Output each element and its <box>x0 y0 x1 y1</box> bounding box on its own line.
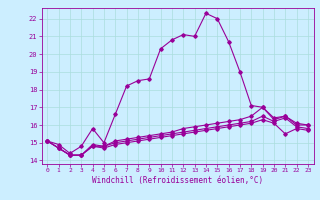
X-axis label: Windchill (Refroidissement éolien,°C): Windchill (Refroidissement éolien,°C) <box>92 176 263 185</box>
